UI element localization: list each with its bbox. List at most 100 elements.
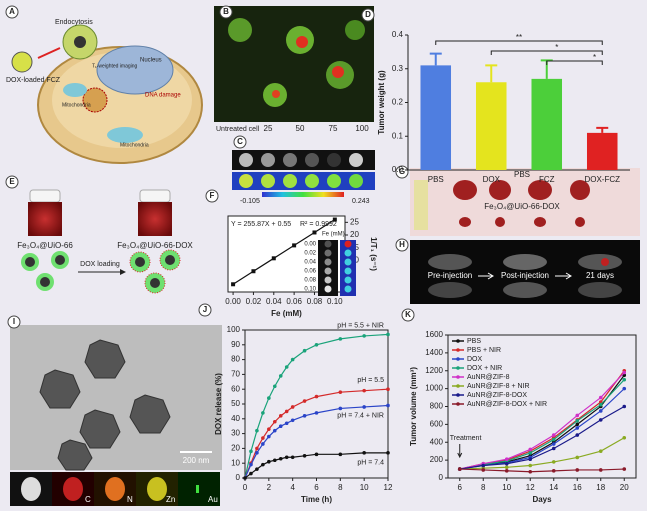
inset-label: 0.00 — [304, 242, 316, 248]
y-axis-label: DOX release (%) — [214, 373, 223, 435]
panel-label: G — [399, 167, 405, 176]
data-point — [314, 343, 319, 347]
panel-g: G PBS Fe₃O₄@UiO-66-DOX — [395, 165, 640, 236]
condition-label: 25 — [264, 124, 273, 133]
x-tick-label: DOX — [483, 175, 501, 184]
data-point — [267, 434, 271, 439]
data-point — [338, 337, 343, 341]
annotation: DNA damage — [145, 93, 181, 99]
inset-spot — [324, 258, 332, 266]
legend-label: PBS — [467, 338, 481, 345]
data-point — [251, 269, 256, 274]
data-point — [290, 418, 295, 423]
x-tick-label: 10 — [360, 483, 369, 492]
x-tick-label: 0.04 — [266, 297, 282, 306]
data-point — [278, 424, 283, 429]
data-point — [598, 402, 603, 407]
bar — [531, 78, 563, 170]
x-axis-label: Time (h) — [301, 495, 332, 504]
data-point — [261, 442, 265, 446]
x-axis-label: Fe (mM) — [271, 309, 302, 318]
data-point — [302, 348, 307, 353]
series-line — [244, 388, 389, 479]
data-point — [622, 377, 627, 382]
panel-label-circle — [401, 308, 415, 322]
data-point — [504, 469, 509, 473]
data-point — [575, 413, 580, 418]
annotation: Endocytosis — [55, 19, 93, 26]
annotation: Mitochondria — [120, 142, 149, 148]
data-point — [528, 469, 533, 474]
step-label: Pre-injection — [428, 271, 472, 280]
x-tick-label: 10 — [502, 483, 511, 492]
scale-min: -0.105 — [240, 198, 260, 205]
inset-spot — [344, 285, 352, 293]
inset-label: 0.10 — [304, 287, 316, 293]
step-label: 21 days — [586, 271, 614, 280]
legend-marker — [456, 348, 460, 352]
bar — [420, 65, 452, 170]
data-point — [504, 457, 509, 462]
data-point — [551, 460, 556, 464]
data-point — [575, 419, 580, 423]
x-tick-label: 8 — [338, 483, 343, 492]
data-point — [267, 459, 271, 464]
data-point — [528, 457, 533, 462]
legend-marker — [456, 339, 460, 343]
y-tick-label: 30 — [231, 429, 240, 438]
data-point — [290, 455, 295, 460]
data-point — [622, 435, 627, 440]
data-point — [338, 406, 343, 411]
y-tick-label: 1600 — [425, 330, 443, 339]
inset-spot — [344, 267, 352, 275]
panel-label: C — [237, 137, 243, 146]
arrow-label: DOX loading — [80, 261, 120, 268]
x-tick-label: 4 — [290, 483, 295, 492]
y-tick-label: 90 — [231, 340, 240, 349]
y-tick-label: 600 — [430, 419, 444, 428]
data-point — [255, 451, 259, 455]
inset-spot — [324, 276, 332, 284]
series-line — [459, 379, 625, 470]
inset-spot — [324, 267, 332, 275]
data-point — [504, 461, 509, 466]
data-point — [278, 414, 283, 418]
inset-spot — [324, 285, 332, 293]
y-tick-label: 60 — [231, 384, 240, 393]
panel-label-circle — [198, 303, 212, 317]
data-point — [575, 468, 580, 472]
data-point — [314, 411, 319, 415]
data-point — [528, 451, 533, 455]
data-point — [302, 414, 307, 418]
data-point — [481, 463, 486, 468]
data-point — [338, 452, 343, 457]
data-point — [551, 433, 556, 437]
error-bar — [596, 126, 609, 133]
data-point — [278, 456, 283, 461]
significance-bracket — [546, 60, 603, 65]
y-tick-label: 200 — [430, 455, 444, 464]
x-tick-label: 12 — [526, 483, 535, 492]
data-point — [272, 419, 277, 424]
inset-title: Fe (mM) — [322, 232, 345, 238]
data-point — [255, 428, 259, 433]
series-label: pH = 7.4 + NIR — [337, 412, 384, 419]
inset-spot — [324, 249, 332, 257]
data-point — [551, 437, 556, 442]
data-point — [271, 256, 276, 261]
data-point — [261, 436, 265, 440]
significance-label: * — [593, 53, 596, 62]
x-tick-label: 18 — [596, 483, 605, 492]
condition-label: 75 — [329, 124, 338, 133]
data-point — [332, 217, 337, 222]
x-tick-label: 0.08 — [307, 297, 323, 306]
y-axis-label: Tumor weight (g) — [377, 70, 386, 135]
data-point — [249, 471, 253, 476]
significance-label: * — [555, 43, 558, 52]
y-tick-label: 1400 — [425, 348, 443, 357]
y-tick-label: 50 — [231, 399, 240, 408]
data-point — [267, 396, 271, 400]
data-point — [386, 403, 390, 408]
series-label: pH = 7.4 — [357, 460, 384, 467]
element-label: N — [127, 495, 133, 504]
